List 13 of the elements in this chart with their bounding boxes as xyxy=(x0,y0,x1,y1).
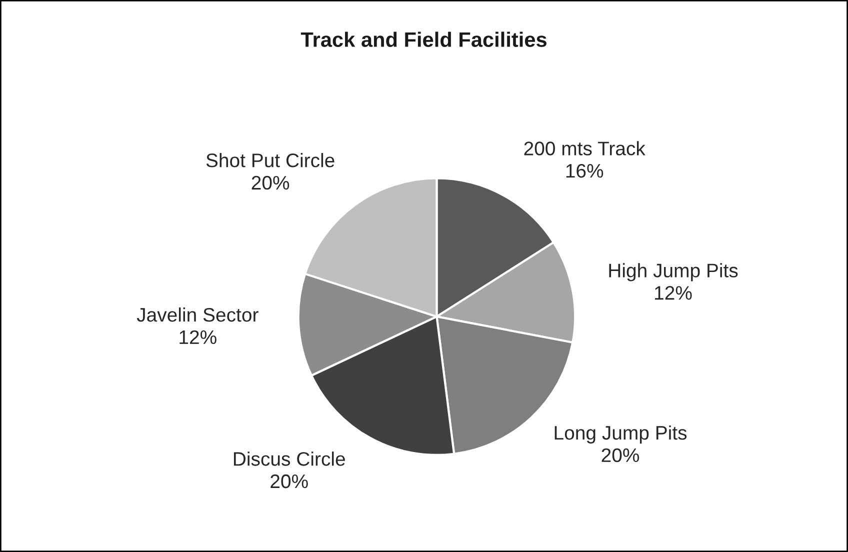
data-label: 16% xyxy=(566,164,604,178)
data-label: 12% xyxy=(655,286,692,300)
slice-label: 200 mts Track xyxy=(524,141,646,156)
data-label: 20% xyxy=(252,176,290,190)
slice-label: Long Jump Pits xyxy=(554,425,687,444)
slice-label: Javelin Sector xyxy=(136,307,258,322)
data-label: 20% xyxy=(602,448,640,462)
slice-label: High Jump Pits xyxy=(609,263,738,282)
chart-title: Track and Field Facilities xyxy=(300,32,546,47)
data-label: 12% xyxy=(180,330,216,344)
slice-label: Shot Put Circle xyxy=(206,153,334,168)
slice-label: Discus Circle xyxy=(234,452,345,466)
data-label: 20% xyxy=(270,474,308,488)
